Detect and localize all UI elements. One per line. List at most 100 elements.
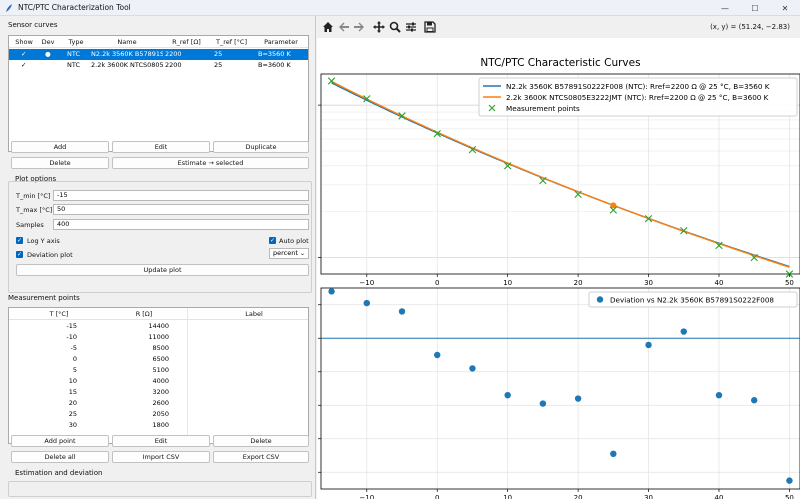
plot-options-group	[8, 181, 312, 293]
deviation-checkbox[interactable]: ✓	[16, 251, 23, 258]
sensor-tref: 25	[214, 50, 223, 58]
app-feather-icon	[6, 3, 12, 12]
deviation-point	[645, 341, 652, 349]
export-csv-button[interactable]: Export CSV	[213, 451, 309, 463]
measurement-marker	[680, 227, 688, 235]
sensor-rref: 2200	[165, 61, 182, 69]
col-type[interactable]: Type	[68, 38, 84, 46]
configure-icon[interactable]	[404, 20, 418, 34]
show-check[interactable]: ✓	[21, 50, 27, 58]
point-temperature: -10	[66, 333, 77, 341]
close-icon[interactable]: ✕	[781, 3, 789, 13]
point-temperature: 5	[72, 366, 77, 374]
pan-icon[interactable]	[372, 20, 386, 34]
measurement-row[interactable]: -5 8500	[9, 343, 308, 354]
point-resistance: 1800	[152, 421, 169, 429]
home-icon[interactable]	[321, 20, 335, 34]
measurement-row[interactable]: 10 4000	[9, 376, 308, 387]
sensor-row[interactable]: ✓ ● NTC N2.2k 3560K B57891S02... 2200 25…	[9, 49, 308, 60]
edit-curve-button[interactable]: Edit	[112, 141, 210, 153]
tmin-label: T_min [°C]	[16, 192, 51, 200]
dev-marker[interactable]: ●	[45, 50, 51, 58]
col-resistance[interactable]: R [Ω]	[135, 310, 153, 318]
measurement-row[interactable]: 20 2600	[9, 398, 308, 409]
back-icon[interactable]	[337, 20, 351, 34]
maximize-icon[interactable]: ☐	[751, 3, 759, 13]
auto-plot-checkbox[interactable]: ✓	[269, 237, 276, 244]
x-tick-label: 20	[574, 494, 583, 499]
measurement-row[interactable]: 0 6500	[9, 354, 308, 365]
legend-entry: Measurement points	[506, 104, 580, 113]
minimize-icon[interactable]: —	[721, 3, 729, 13]
log-y-checkbox[interactable]: ✓	[16, 237, 23, 244]
legend-box	[478, 77, 798, 117]
sensor-param: B=3560 K	[258, 50, 291, 58]
deviation-mode-select[interactable]: percent ⌄	[269, 248, 309, 259]
delete-curve-button[interactable]: Delete	[11, 157, 109, 169]
point-temperature: 0	[72, 355, 77, 363]
measurement-marker	[468, 146, 477, 154]
delete-point-button[interactable]: Delete	[213, 435, 309, 447]
measurement-row[interactable]: 30 1800	[9, 420, 308, 431]
x-tick-label: 40	[715, 494, 724, 499]
tmax-field[interactable]: 50	[53, 204, 309, 215]
delete-all-button[interactable]: Delete all	[11, 451, 109, 463]
measurement-marker	[539, 176, 547, 185]
top-legend	[478, 77, 798, 117]
x-tick-label: 50	[785, 279, 794, 287]
series-line	[331, 80, 790, 268]
x-tick-label: 20	[574, 279, 583, 287]
title-bar: NTC/PTC Characterization Tool — ☐ ✕	[0, 0, 800, 16]
sensor-tref: 25	[214, 61, 223, 69]
save-icon[interactable]	[423, 20, 437, 34]
deviation-point	[434, 351, 441, 359]
update-plot-button[interactable]: Update plot	[16, 264, 309, 276]
measurement-row[interactable]: -10 11000	[9, 332, 308, 343]
deviation-point	[539, 400, 547, 407]
measurement-point	[327, 77, 336, 85]
legend-box	[588, 291, 798, 308]
estimation-label: Estimation and deviation	[15, 469, 103, 477]
col-parameter[interactable]: Parameter	[264, 38, 298, 46]
duplicate-curve-button[interactable]: Duplicate	[213, 141, 309, 153]
forward-icon[interactable]	[352, 20, 366, 34]
measurement-marker	[609, 206, 618, 214]
show-check[interactable]: ✓	[21, 61, 27, 69]
legend-swatch	[596, 296, 604, 303]
measurement-points-table[interactable]: T [°C] R [Ω] Label -15 14400 -10 11000 -5 850…	[8, 307, 309, 444]
col-temperature[interactable]: T [°C]	[49, 310, 69, 318]
import-csv-button[interactable]: Import CSV	[112, 451, 210, 463]
x-tick-label: 30	[644, 494, 653, 499]
measurement-row[interactable]: 5 5100	[9, 365, 308, 376]
sensor-row[interactable]: ✓ NTC 2.2k 3600K NTCS0805E3... 2200 25 B…	[9, 60, 308, 71]
samples-label: Samples	[16, 221, 44, 229]
measurement-row[interactable]: 25 2050	[9, 409, 308, 420]
add-curve-button[interactable]: Add	[11, 141, 109, 153]
charts-canvas[interactable]: NTC/PTC Characteristic Curves10⁴10³N2.2k…	[317, 38, 800, 499]
tmin-field[interactable]: -15	[53, 190, 309, 201]
sensor-curves-table[interactable]: Show Dev Type Name R_ref [Ω] T_ref [°C] …	[8, 35, 309, 152]
x-tick-label: 0	[435, 279, 439, 287]
add-point-button[interactable]: Add point	[11, 435, 109, 447]
point-resistance: 14400	[148, 322, 169, 330]
col-tref[interactable]: T_ref [°C]	[216, 38, 247, 46]
edit-point-button[interactable]: Edit	[112, 435, 210, 447]
col-show[interactable]: Show	[15, 38, 33, 46]
col-label[interactable]: Label	[245, 310, 263, 318]
col-dev[interactable]: Dev	[41, 38, 55, 46]
legend-entry: N2.2k 3560K B57891S0222F008 (NTC): Rref=…	[506, 82, 770, 91]
point-resistance: 6500	[152, 355, 169, 363]
samples-field[interactable]: 400	[53, 219, 309, 230]
measurement-row[interactable]: 15 3200	[9, 387, 308, 398]
zoom-icon[interactable]	[388, 20, 402, 34]
deviation-point	[469, 365, 476, 372]
measurement-row[interactable]: -15 14400	[9, 321, 308, 332]
chevron-down-icon: ⌄	[299, 250, 305, 257]
sensor-name: 2.2k 3600K NTCS0805E3...	[91, 61, 163, 69]
col-rref[interactable]: R_ref [Ω]	[172, 38, 201, 46]
measurement-point	[680, 227, 688, 235]
point-resistance: 2600	[152, 399, 169, 407]
deviation-mode-value: percent	[273, 249, 298, 257]
col-name[interactable]: Name	[117, 38, 137, 46]
estimate-selected-button[interactable]: Estimate → selected	[112, 157, 309, 169]
